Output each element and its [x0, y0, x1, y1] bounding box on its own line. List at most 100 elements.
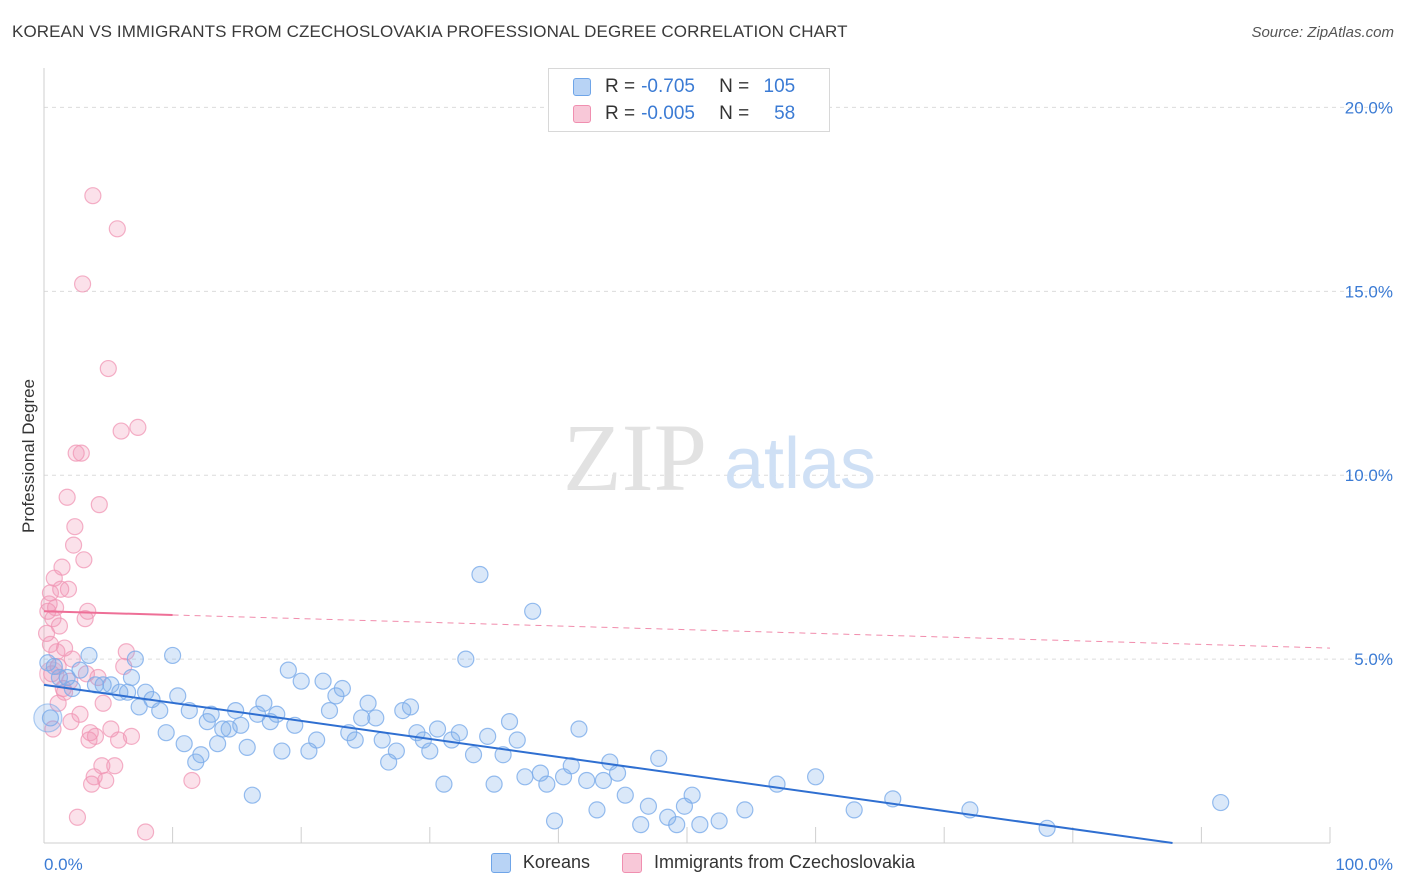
y-tick-label: 5.0%	[1354, 650, 1393, 669]
czech-point	[183, 771, 201, 790]
korean-point	[545, 812, 564, 830]
y-axis-title: Professional Degree	[19, 379, 38, 533]
korean-point	[485, 775, 503, 793]
korean-point	[243, 786, 261, 804]
korean-point	[367, 709, 385, 727]
korean-point	[668, 816, 686, 834]
korean-point	[516, 768, 534, 786]
korean-point	[41, 709, 60, 727]
korean-point	[450, 724, 468, 742]
korean-point	[292, 672, 310, 690]
legend-row-koreans: R = -0.705 N = 105	[573, 75, 795, 99]
legend-row-czech: R = -0.005 N = 58	[573, 102, 795, 126]
y-tick-label: 15.0%	[1345, 282, 1393, 301]
legend-r-label: R =	[605, 103, 636, 124]
x-tick-label: 100.0%	[1335, 855, 1393, 874]
y-tick-label: 20.0%	[1345, 98, 1393, 117]
czech-point	[122, 727, 141, 745]
korean-point	[736, 801, 754, 819]
korean-point	[232, 716, 250, 734]
korean-point	[169, 687, 187, 705]
czech-point	[90, 496, 108, 514]
korean-point	[209, 735, 227, 753]
legend-n-value: 105	[763, 76, 796, 97]
korean-point	[691, 816, 709, 834]
korean-point	[58, 668, 76, 687]
korean-point	[401, 698, 420, 716]
legend-n-value: 58	[774, 103, 796, 124]
czech-point	[68, 808, 87, 826]
czech-point	[112, 422, 130, 440]
korean-point	[255, 694, 273, 712]
legend-r-value: -0.705	[641, 76, 695, 97]
series-koreans-points	[33, 565, 1230, 837]
trend-lines	[43, 610, 1331, 844]
korean-point	[387, 742, 405, 760]
series-czech-points	[37, 187, 201, 841]
korean-point-large	[33, 703, 63, 733]
czech-point	[37, 624, 56, 642]
czech-trend-line-extension	[172, 614, 1331, 649]
korean-point	[570, 720, 588, 738]
korean-point	[373, 731, 391, 749]
bottom-legend-swatch-czech	[621, 852, 642, 873]
korean-point	[122, 668, 141, 687]
korean-point	[157, 724, 175, 742]
korean-point	[428, 720, 447, 738]
bottom-legend: Koreans Immigrants from Czechoslovakia	[0, 852, 1406, 873]
korean-point	[320, 701, 339, 720]
czech-point	[84, 187, 102, 205]
czech-point	[108, 220, 126, 238]
legend-r-value: -0.005	[641, 103, 695, 124]
korean-point	[175, 735, 193, 753]
legend-r-label: R =	[605, 76, 636, 97]
x-tick-labels: 0.0% 100.0%	[44, 855, 1393, 874]
korean-point	[151, 701, 169, 720]
bottom-legend-czech: Immigrants from Czechoslovakia	[621, 852, 916, 873]
grid-lines	[44, 106, 1392, 660]
legend-swatch-koreans	[573, 78, 591, 96]
korean-point	[273, 742, 291, 760]
korean-point	[479, 727, 497, 745]
korean-point	[650, 749, 668, 768]
bottom-legend-label-czech: Immigrants from Czechoslovakia	[653, 852, 916, 872]
korean-point	[359, 694, 377, 712]
korean-point	[538, 775, 556, 793]
korean-point	[524, 602, 542, 620]
watermark-zip: ZIP	[563, 404, 707, 511]
korean-point	[806, 768, 825, 786]
korean-point	[314, 672, 332, 690]
czech-point	[106, 757, 124, 775]
korean-point	[683, 786, 701, 804]
korean-point	[500, 713, 519, 731]
korean-point	[346, 731, 364, 749]
czech-point	[67, 444, 85, 462]
korean-point	[421, 742, 439, 760]
czech-point	[59, 580, 78, 598]
korean-point	[594, 771, 613, 790]
korean-point	[457, 650, 475, 668]
bottom-legend-koreans: Koreans	[490, 852, 590, 873]
korean-point	[238, 738, 256, 756]
legend-swatch-czech	[573, 105, 591, 123]
y-tick-labels: 5.0% 10.0% 15.0% 20.0%	[1345, 98, 1393, 669]
czech-point	[99, 359, 117, 378]
korean-point	[464, 746, 483, 764]
korean-point	[768, 775, 786, 793]
korean-point	[164, 646, 182, 665]
czech-trend-line	[43, 610, 173, 616]
bottom-legend-label-koreans: Koreans	[522, 852, 590, 872]
czech-point	[44, 720, 62, 738]
korean-point	[71, 661, 89, 679]
czech-point	[50, 617, 69, 635]
korean-point	[608, 764, 627, 782]
y-tick-label: 10.0%	[1345, 466, 1393, 485]
watermark-atlas: atlas	[724, 424, 876, 504]
czech-point	[66, 518, 84, 536]
czech-point	[71, 705, 89, 723]
czech-point	[64, 536, 83, 554]
korean-point	[214, 720, 232, 738]
korean-trend-line	[43, 683, 1173, 844]
korean-point	[578, 771, 596, 790]
